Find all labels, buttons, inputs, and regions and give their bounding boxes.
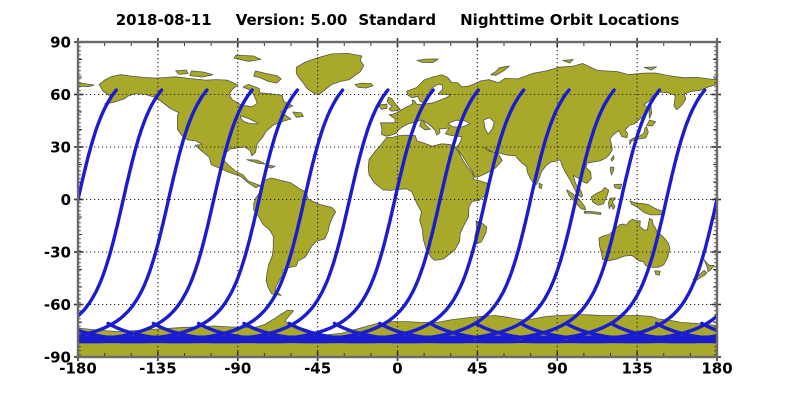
land-polygon [590, 187, 610, 206]
y-tick-label: -60 [44, 296, 71, 314]
orbit-track [78, 88, 254, 343]
orbit-track [332, 88, 662, 344]
plot-frame [76, 40, 719, 359]
land-polygon [629, 200, 665, 216]
land-polygon [98, 74, 294, 188]
y-tick-label: -30 [44, 243, 71, 261]
x-tick-label: 45 [467, 360, 488, 378]
axis-labels-layer: -180 -135 -90 -45 0 45 90 135 180 90 60 30 0 -30 -60 -9… [44, 33, 733, 377]
title-date: 2018-08-11 [115, 11, 212, 29]
orbit-track [78, 88, 390, 344]
x-tick-label: 90 [547, 360, 568, 378]
land-polygon [613, 183, 623, 190]
orbit-track [196, 88, 526, 344]
orbit-track [0, 90, 21, 342]
land-polygon [610, 166, 615, 176]
land-polygon [610, 155, 615, 162]
title-version: Version: 5.00 [235, 11, 348, 29]
orbit-track [78, 88, 209, 338]
land-polygon [646, 119, 656, 127]
x-tick-label: 180 [701, 360, 732, 378]
orbit-track [378, 88, 707, 344]
x-tick-label: 135 [621, 360, 652, 378]
land-polygon [233, 54, 262, 62]
orbit-track [747, 90, 800, 342]
title-text: Nighttime Orbit Locations [460, 11, 680, 29]
land-polygon [583, 211, 602, 215]
y-tick-label: 90 [50, 33, 71, 51]
land-polygon [654, 270, 661, 276]
y-tick-label: -90 [44, 348, 71, 366]
land-polygon [292, 111, 304, 118]
orbit-track [792, 90, 800, 342]
orbit-track [473, 313, 717, 344]
orbit-track [106, 88, 435, 344]
orbit-track [78, 88, 345, 344]
orbit-track [78, 88, 164, 319]
orbit-track [78, 88, 118, 207]
y-tick-label: 0 [61, 191, 71, 209]
land-polygon [562, 59, 574, 64]
orbit-track [78, 88, 300, 344]
land-polygon [246, 159, 266, 165]
land-polygon [703, 259, 715, 273]
plot-title: 2018-08-11 Version: 5.00 Standard Nighttime… [78, 11, 717, 29]
land-polygon [295, 53, 365, 95]
land-polygon [175, 69, 189, 75]
land-polygon [354, 82, 374, 89]
orbit-track [242, 88, 571, 344]
land-polygon [643, 66, 657, 71]
x-tick-label: -90 [224, 360, 251, 378]
title-mode: Standard [358, 11, 437, 29]
lake-polygon [483, 117, 495, 135]
land-polygon [78, 82, 95, 87]
land-polygon [379, 103, 388, 110]
land-polygon [490, 65, 510, 76]
y-tick-label: 30 [50, 138, 71, 156]
lake-polygon [240, 115, 259, 125]
x-tick-label: -135 [139, 360, 177, 378]
orbit-track [428, 191, 717, 344]
orbit-track [151, 88, 481, 344]
orbit-track [287, 88, 616, 344]
land-polygon [416, 58, 439, 63]
x-tick-label: -45 [304, 360, 331, 378]
land-polygon [253, 70, 282, 84]
land-polygon [189, 70, 214, 78]
orbit-tracks-layer [0, 88, 800, 344]
x-tick-label: -180 [59, 360, 97, 378]
x-tick-label: 0 [392, 360, 402, 378]
land-polygon [538, 182, 543, 190]
land-polygon [386, 96, 401, 112]
land-polygon [367, 134, 489, 261]
y-tick-label: 60 [50, 86, 71, 104]
